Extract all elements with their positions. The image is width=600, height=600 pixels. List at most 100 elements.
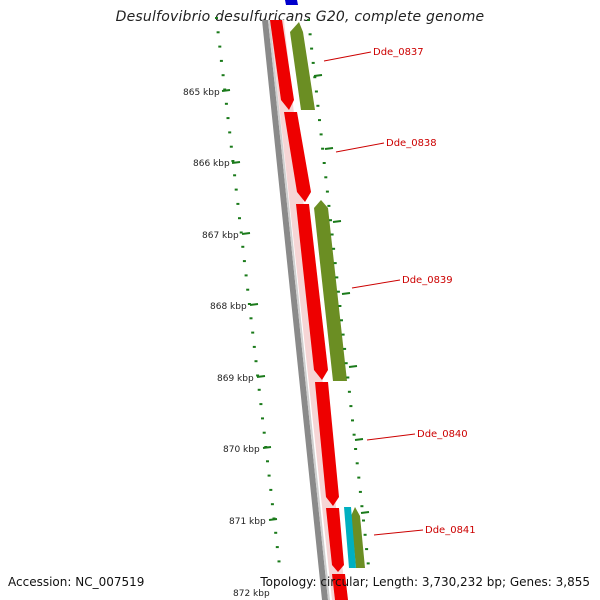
map-title: Desulfovibrio desulfuricans G20, complet…	[115, 9, 485, 25]
minor-tick	[218, 45, 222, 48]
kbp-axis: 865 kbp 866 kbp 867 kbp 868 kbp 869 kbp …	[183, 88, 278, 599]
minor-tick	[325, 190, 329, 193]
minor-tick	[332, 247, 336, 250]
gene-label[interactable]: Dde_0837	[373, 47, 424, 58]
gene-label[interactable]: Dde_0839	[402, 275, 453, 286]
rna-feature[interactable]	[344, 507, 356, 568]
minor-tick	[321, 147, 325, 150]
cds-arrow[interactable]	[284, 112, 311, 202]
minor-tick	[362, 519, 365, 522]
right-dotted-track	[307, 19, 370, 565]
minor-tick	[269, 488, 273, 491]
minor-tick	[322, 162, 326, 164]
minor-tick	[238, 217, 241, 220]
kbp-label: 870 kbp	[223, 445, 260, 455]
tick	[332, 220, 342, 223]
cds-arrow[interactable]	[326, 508, 344, 572]
minor-tick	[340, 319, 343, 322]
minor-tick	[346, 376, 350, 379]
gene-label[interactable]: Dde_0841	[425, 525, 476, 536]
forward-cds-features	[270, 20, 348, 600]
reverse-cds-features	[290, 22, 365, 568]
minor-tick	[219, 59, 223, 62]
tick	[341, 292, 351, 295]
cds-arrow[interactable]	[314, 200, 347, 381]
kbp-tick	[256, 375, 266, 378]
backbone-line	[262, 20, 328, 600]
minor-tick	[347, 390, 351, 393]
minor-tick	[314, 90, 318, 93]
minor-tick	[244, 274, 248, 277]
minor-tick	[252, 345, 256, 348]
minor-tick	[333, 262, 337, 265]
kbp-tick	[249, 303, 259, 306]
kbp-tick	[231, 161, 241, 164]
cds-arrow[interactable]	[296, 204, 328, 380]
minor-tick	[246, 288, 250, 291]
kbp-label: 867 kbp	[202, 231, 239, 241]
tick	[324, 147, 334, 150]
minor-tick	[274, 531, 278, 534]
minor-tick	[336, 290, 340, 293]
kbp-tick	[268, 518, 278, 521]
tick	[313, 74, 323, 77]
kbp-label: 869 kbp	[217, 374, 254, 384]
minor-tick	[311, 61, 315, 64]
minor-tick	[256, 374, 260, 377]
minor-tick	[251, 331, 255, 334]
cds-arrow[interactable]	[270, 20, 294, 110]
accession-text: Accession: NC_007519	[8, 575, 145, 589]
backbone-highlight	[268, 20, 330, 600]
kbp-label: 872 kbp	[233, 589, 270, 599]
right-major-ticks	[313, 74, 370, 514]
minor-tick	[316, 104, 320, 107]
minor-tick	[266, 460, 269, 463]
minor-tick	[357, 476, 361, 479]
minor-tick	[242, 260, 246, 263]
minor-tick	[257, 388, 261, 391]
minor-tick	[335, 276, 339, 279]
minor-tick	[343, 347, 347, 350]
minor-tick	[355, 462, 359, 465]
callout-line	[351, 279, 401, 289]
minor-tick	[215, 17, 218, 19]
minor-tick	[241, 245, 245, 248]
cds-arrow[interactable]	[332, 574, 348, 600]
gene-label[interactable]: Dde_0840	[417, 429, 468, 440]
minor-tick	[310, 47, 314, 50]
minor-tick	[341, 333, 345, 336]
minor-tick	[216, 31, 220, 34]
minor-tick	[327, 204, 331, 207]
minor-tick	[360, 505, 364, 508]
cds-arrow[interactable]	[290, 22, 315, 110]
gene-label[interactable]: Dde_0838	[386, 138, 437, 149]
minor-tick	[224, 102, 228, 105]
kbp-label: 865 kbp	[183, 88, 220, 98]
minor-tick	[229, 145, 233, 148]
kbp-tick	[221, 89, 231, 92]
kbp-tick	[241, 232, 251, 235]
minor-tick	[239, 231, 243, 234]
minor-tick	[270, 503, 274, 506]
callout-line	[323, 51, 372, 62]
minor-tick	[247, 303, 251, 305]
minor-tick	[308, 33, 312, 36]
callout-line	[335, 142, 385, 153]
tick	[348, 365, 358, 368]
minor-tick	[338, 305, 342, 307]
genome-summary-text: Topology: circular; Length: 3,730,232 bp…	[260, 575, 590, 589]
minor-tick	[352, 433, 356, 436]
minor-tick	[223, 88, 227, 91]
minor-tick	[231, 160, 235, 162]
minor-tick	[349, 405, 353, 408]
kbp-tick	[262, 446, 272, 449]
kbp-label: 866 kbp	[193, 159, 230, 169]
cds-arrow[interactable]	[315, 382, 339, 506]
minor-tick	[228, 131, 232, 134]
minor-tick	[262, 431, 266, 434]
cds-arrow[interactable]	[351, 507, 365, 568]
minor-tick	[358, 490, 362, 493]
minor-tick	[277, 560, 281, 563]
other-feature[interactable]	[285, 0, 298, 5]
